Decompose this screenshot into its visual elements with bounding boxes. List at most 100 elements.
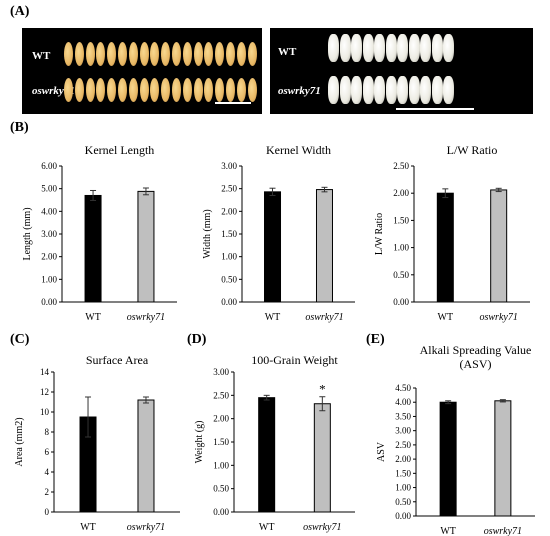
rice-grain	[85, 42, 95, 66]
chart-title: Kernel Length	[85, 143, 155, 157]
y-tick-label: 1.50	[393, 215, 409, 225]
chart-title: 100-Grain Weight	[251, 353, 338, 367]
panel-label-c: (C)	[10, 332, 30, 347]
rice-grain	[408, 34, 420, 62]
y-tick-label: 4.50	[395, 383, 411, 393]
y-tick-label: 2.00	[393, 188, 409, 198]
rice-grain	[204, 42, 214, 66]
x-category-label: WT	[440, 526, 456, 536]
y-tick-label: 3.00	[395, 426, 411, 436]
photo-mutant-label: oswrky71	[278, 85, 321, 97]
y-tick-label: 4	[45, 467, 50, 477]
y-tick-label: 6.00	[41, 161, 57, 171]
rice-grain	[64, 78, 73, 102]
y-tick-label: 10	[40, 407, 50, 417]
y-tick-label: 0.50	[393, 270, 409, 280]
y-tick-label: 1.50	[213, 437, 229, 447]
y-tick-label: 3.50	[395, 411, 411, 421]
rice-grain	[339, 34, 351, 62]
grain-photo-whole: WT oswrky71	[22, 28, 262, 114]
photo-wt-label: WT	[278, 46, 297, 58]
y-tick-label: 0.00	[213, 507, 229, 517]
kernel-width-chart: Kernel Width 0.00 0.50 1.00 1.50 2.00 2.50 3.00…	[202, 143, 355, 323]
y-tick-label: 0.50	[213, 484, 229, 494]
rice-grain	[431, 76, 443, 104]
wt-bar	[264, 191, 282, 303]
rice-grain	[182, 78, 192, 102]
rice-grain	[107, 78, 117, 102]
scale-bar	[396, 108, 474, 110]
y-tick-label: 1.00	[393, 243, 409, 253]
y-tick-label: 0.50	[221, 274, 237, 284]
wt-bar	[258, 397, 276, 513]
y-tick-label: 0.00	[221, 297, 237, 307]
rice-grain	[107, 42, 117, 66]
y-tick-label: 5.00	[41, 184, 57, 194]
rice-grain	[118, 78, 127, 102]
y-tick-label: 3.00	[213, 367, 229, 377]
grain-photo-polished: WT oswrky71	[270, 28, 533, 114]
scale-bar	[215, 102, 251, 104]
x-category-label: oswrky71	[303, 522, 341, 533]
y-tick-label: 1.00	[221, 252, 237, 262]
asv-chart: Alkali Spreading Value(ASV) 0.00 0.50 1.00 1…	[376, 343, 535, 536]
wt-bar	[84, 194, 102, 303]
panel-label-d: (D)	[187, 332, 207, 347]
significance-asterisk: *	[319, 382, 326, 397]
y-tick-label: 2.00	[395, 454, 411, 464]
y-tick-label: 3.00	[221, 161, 237, 171]
rice-grain	[247, 78, 257, 102]
rice-grain	[226, 42, 235, 66]
rice-grain	[226, 78, 235, 102]
y-tick-label: 2.50	[213, 390, 229, 400]
panel-label-e: (E)	[366, 332, 385, 347]
x-category-label: oswrky71	[127, 522, 165, 533]
mutant-bar	[313, 403, 331, 513]
rice-grain	[247, 42, 257, 66]
y-tick-label: 2.50	[393, 161, 409, 171]
rice-grain	[339, 76, 351, 104]
kernel-length-chart: Kernel Length 0.00 1.00 2.00 3.00 4.00 5.00 6.0…	[22, 143, 177, 323]
rice-grain	[236, 78, 246, 102]
rice-grain	[431, 34, 443, 62]
y-tick-label: 14	[40, 367, 50, 377]
rice-grain	[215, 78, 225, 102]
y-tick-label: 12	[40, 387, 49, 397]
mutant-bar	[315, 189, 333, 303]
y-tick-label: 2.00	[41, 252, 57, 262]
y-tick-label: 2.00	[213, 414, 229, 424]
wt-bar	[436, 192, 454, 303]
grain-weight-chart: 100-Grain Weight 0.00 0.50 1.00 1.50 2.00 2.50…	[194, 353, 355, 533]
x-category-label: WT	[85, 312, 101, 323]
rice-grain	[161, 78, 171, 102]
rice-grain	[172, 78, 181, 102]
y-tick-label: 4.00	[41, 206, 57, 216]
rice-grain	[420, 76, 431, 104]
y-tick-label: 1.00	[41, 274, 57, 284]
rice-grain	[172, 42, 181, 66]
y-tick-label: 2.00	[221, 206, 237, 216]
panel-label-a: (A)	[10, 4, 30, 19]
rice-grain	[204, 78, 214, 102]
rice-grain	[351, 34, 362, 62]
rice-grain	[236, 42, 246, 66]
mutant-bar	[490, 189, 508, 303]
rice-grain	[328, 76, 339, 104]
rice-grain	[351, 76, 362, 104]
surface-area-chart: Surface Area 0 2 4 6 8 10 12 14 Area (mm2) WT oswrk…	[14, 353, 180, 533]
y-tick-label: 0.00	[395, 511, 411, 521]
y-axis-label: Weight (g)	[194, 421, 205, 464]
x-category-label: oswrky71	[484, 526, 522, 536]
y-axis-label: Width (mm)	[202, 209, 213, 258]
rice-grain	[420, 34, 431, 62]
rice-grain	[443, 76, 454, 104]
y-tick-label: 0.00	[41, 297, 57, 307]
x-category-label: WT	[80, 522, 96, 533]
y-axis-label: L/W Ratio	[374, 213, 385, 255]
chart-title: Alkali Spreading Value	[420, 343, 532, 357]
rice-grain	[408, 76, 420, 104]
chart-title: Surface Area	[86, 353, 149, 367]
x-category-label: oswrky71	[480, 312, 518, 323]
rice-grain	[443, 34, 454, 62]
rice-grain	[96, 78, 106, 102]
